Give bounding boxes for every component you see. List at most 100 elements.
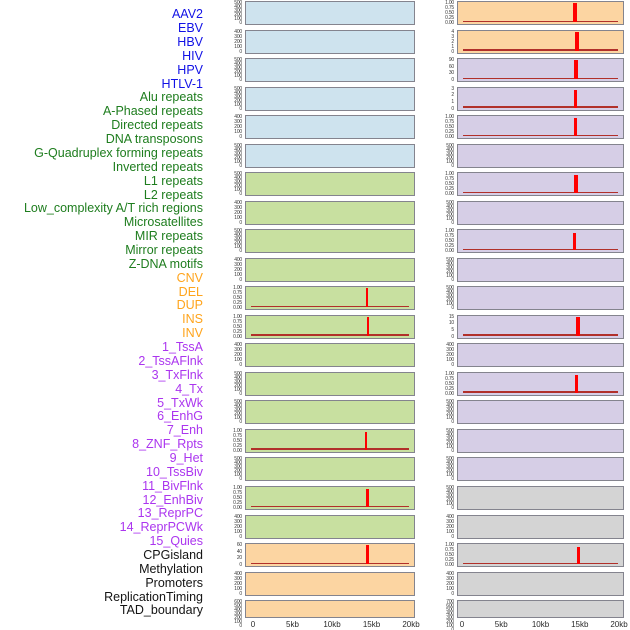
y-tick-label: 0 xyxy=(451,628,454,630)
y-tick-label: 1.00 xyxy=(445,228,454,235)
track-panel xyxy=(457,143,624,168)
track-label: A-Phased repeats xyxy=(102,104,203,119)
y-tick-label: 100 xyxy=(446,158,454,165)
y-tick-label: 400 xyxy=(446,403,454,410)
y-tick-label: 0.00 xyxy=(233,505,242,511)
y-tick-label: 0 xyxy=(451,362,454,369)
y-axis-ticks: 400 300 200 100 0 xyxy=(218,200,242,225)
y-axis-ticks: 400 300 200 100 0 xyxy=(430,571,454,596)
y-tick-label: 300 xyxy=(234,575,242,582)
y-tick-label: 0.50 xyxy=(233,437,242,444)
y-tick-label: 100 xyxy=(446,215,454,222)
x-tick-label: 10kb xyxy=(531,620,550,629)
track-panel xyxy=(457,428,624,453)
y-axis-ticks: 500 400 300 200 100 0 xyxy=(430,428,454,453)
track-label: 5_TxWk xyxy=(157,395,203,410)
y-tick-label: 0 xyxy=(239,562,242,569)
track-label: G-Quadruplex forming repeats xyxy=(34,145,203,160)
y-tick-label: 100 xyxy=(446,501,454,507)
track-label: INV xyxy=(182,326,203,341)
y-tick-label: 3 xyxy=(451,85,454,92)
y-tick-label: 300 xyxy=(234,65,242,72)
track-label: Inverted repeats xyxy=(112,159,203,174)
y-tick-label: 0.00 xyxy=(445,248,454,255)
x-tick-label: 5kb xyxy=(286,620,299,629)
y-tick-label: 500 xyxy=(446,485,454,491)
y-tick-label: 1.00 xyxy=(445,114,454,121)
signal-trace xyxy=(463,391,618,393)
track-panel xyxy=(245,143,415,168)
track-label: DEL xyxy=(178,284,203,299)
y-tick-label: 400 xyxy=(234,4,242,10)
y-axis-ticks: 500 400 300 200 100 0 xyxy=(218,371,242,397)
y-tick-label: 100 xyxy=(446,415,454,422)
y-axis-ticks: 1.00 0.75 0.50 0.25 0.00 xyxy=(430,542,454,569)
y-tick-label: 500 xyxy=(446,199,454,206)
signal-trace xyxy=(463,20,618,22)
y-tick-label: 200 xyxy=(446,497,454,503)
track-panel xyxy=(457,229,624,254)
y-tick-label: 200 xyxy=(234,38,242,45)
track-panel xyxy=(245,257,415,282)
y-tick-label: 400 xyxy=(234,175,242,182)
y-tick-label: 90 xyxy=(448,57,454,64)
y-tick-label: 500 xyxy=(234,228,242,235)
y-tick-label: 200 xyxy=(234,124,242,131)
x-tick-label: 10kb xyxy=(323,620,341,629)
y-tick-label: 500 xyxy=(234,399,242,406)
y-axis-ticks: 500 400 300 200 100 0 xyxy=(430,257,454,283)
y-tick-label: 500 xyxy=(234,85,242,92)
signal-spike xyxy=(573,118,577,137)
y-tick-label: 400 xyxy=(446,289,454,296)
y-tick-label: 0.00 xyxy=(445,562,454,569)
y-tick-label: 0 xyxy=(239,20,242,26)
track-label: Z-DNA motifs xyxy=(128,256,203,271)
track-panel xyxy=(245,600,415,619)
y-tick-label: 0.50 xyxy=(445,124,454,131)
y-tick-label: 500 xyxy=(446,142,454,149)
y-tick-label: 200 xyxy=(234,209,242,216)
y-tick-label: 100 xyxy=(446,585,454,592)
y-tick-label: 0.00 xyxy=(445,20,454,26)
track-panel xyxy=(457,172,624,197)
track-label: CPGisland xyxy=(143,548,203,563)
y-tick-label: 300 xyxy=(234,33,242,40)
y-tick-label: 300 xyxy=(234,378,242,385)
signal-trace xyxy=(463,191,618,194)
track-panel xyxy=(457,286,624,311)
signal-spike xyxy=(573,232,576,251)
y-tick-label: 0 xyxy=(451,276,454,283)
y-tick-label: 0 xyxy=(239,362,242,369)
signal-spike xyxy=(576,316,581,336)
track-panel xyxy=(457,371,624,396)
y-tick-label: 100 xyxy=(234,129,242,136)
y-tick-label: 0.75 xyxy=(233,490,242,496)
y-tick-label: 300 xyxy=(234,8,242,14)
y-tick-label: 200 xyxy=(446,297,454,304)
track-panel xyxy=(245,486,415,510)
track-panel xyxy=(245,172,415,197)
y-tick-label: 0 xyxy=(239,390,242,397)
y-tick-label: 100 xyxy=(234,386,242,393)
y-tick-label: 300 xyxy=(446,435,454,442)
track-panel xyxy=(457,115,624,140)
y-tick-label: 100 xyxy=(234,158,242,165)
y-tick-label: 200 xyxy=(234,352,242,359)
y-tick-label: 100 xyxy=(446,272,454,279)
y-tick-label: 300 xyxy=(234,347,242,354)
track-panel xyxy=(245,200,415,225)
track-panel xyxy=(457,343,624,368)
y-tick-label: 200 xyxy=(446,580,454,587)
y-tick-label: 0.75 xyxy=(445,5,454,11)
signal-spike xyxy=(366,288,369,308)
signal-spike xyxy=(573,3,578,22)
y-tick-label: 0.25 xyxy=(445,186,454,193)
y-tick-label: 100 xyxy=(234,214,242,221)
y-tick-label: 0 xyxy=(239,105,242,112)
y-tick-label: 1.00 xyxy=(445,542,454,549)
y-tick-label: 300 xyxy=(446,150,454,157)
x-tick-label: 15kb xyxy=(362,620,381,629)
y-tick-label: 0 xyxy=(451,162,454,169)
signal-spike xyxy=(574,374,578,393)
